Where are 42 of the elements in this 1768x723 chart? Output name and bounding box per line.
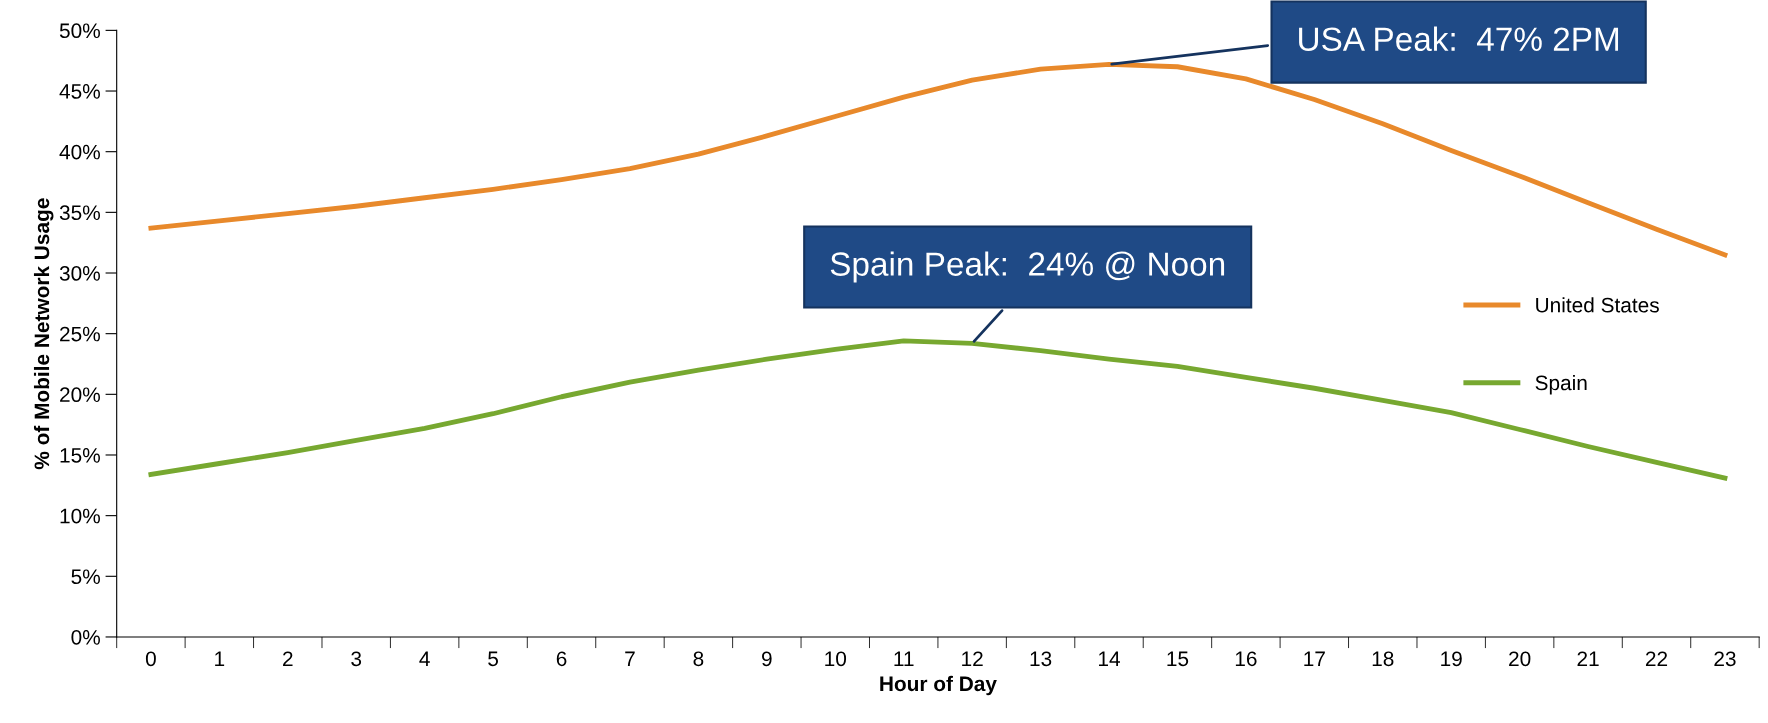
- x-tick-label: 3: [351, 651, 362, 667]
- x-tick-label: 18: [1372, 651, 1394, 667]
- x-tick-label: 22: [1645, 651, 1668, 666]
- y-tick-label: 25%: [60, 326, 100, 342]
- x-axis-title: Hour of Day: [880, 675, 997, 696]
- annotation: Spain Peak: 24% @ Noon: [830, 251, 1225, 283]
- y-tick-label: 15%: [60, 448, 100, 463]
- y-tick-label: 40%: [59, 144, 100, 160]
- x-tick-label: 12: [962, 651, 983, 666]
- annotation: USA Peak: 47% 2PM: [1299, 26, 1619, 52]
- x-tick-label: 7: [625, 651, 635, 666]
- y-tick-label: 45%: [59, 84, 100, 99]
- x-tick-label: 2: [283, 651, 293, 666]
- x-tick-label: 6: [556, 651, 567, 667]
- y-tick-label: 0%: [71, 629, 100, 645]
- x-tick-label: 17: [1304, 651, 1325, 666]
- x-tick-label: 15: [1167, 651, 1189, 667]
- x-tick-label: 23: [1714, 651, 1736, 667]
- x-tick-label: 20: [1509, 651, 1531, 667]
- x-tick-label: 14: [1099, 651, 1120, 666]
- x-tick-label: 5: [488, 651, 499, 667]
- x-tick-label: 21: [1577, 651, 1599, 666]
- x-tick-label: 8: [693, 651, 704, 667]
- y-tick-label: 30%: [59, 266, 100, 281]
- x-tick-label: 4: [419, 651, 430, 666]
- line-series: [148, 338, 1728, 481]
- x-tick-label: 1: [215, 651, 225, 666]
- x-tick-label: 19: [1441, 651, 1462, 667]
- y-tick-label: 35%: [59, 205, 100, 221]
- y-tick-label: 50%: [59, 23, 100, 39]
- x-tick-label: 0: [145, 651, 156, 667]
- legend-label: Spain: [1535, 374, 1587, 395]
- y-tick-label: 5%: [71, 569, 100, 585]
- x-tick-label: 11: [894, 651, 914, 666]
- x-tick-label: 13: [1030, 651, 1052, 667]
- y-tick-label: 10%: [60, 508, 100, 524]
- legend-label: United States: [1536, 297, 1659, 313]
- y-tick-label: 20%: [60, 387, 100, 403]
- x-tick-label: 9: [762, 651, 772, 667]
- x-tick-label: 16: [1235, 651, 1257, 667]
- x-tick-label: 10: [825, 651, 847, 667]
- y-axis-title: % of Mobile Network Usage: [33, 198, 54, 470]
